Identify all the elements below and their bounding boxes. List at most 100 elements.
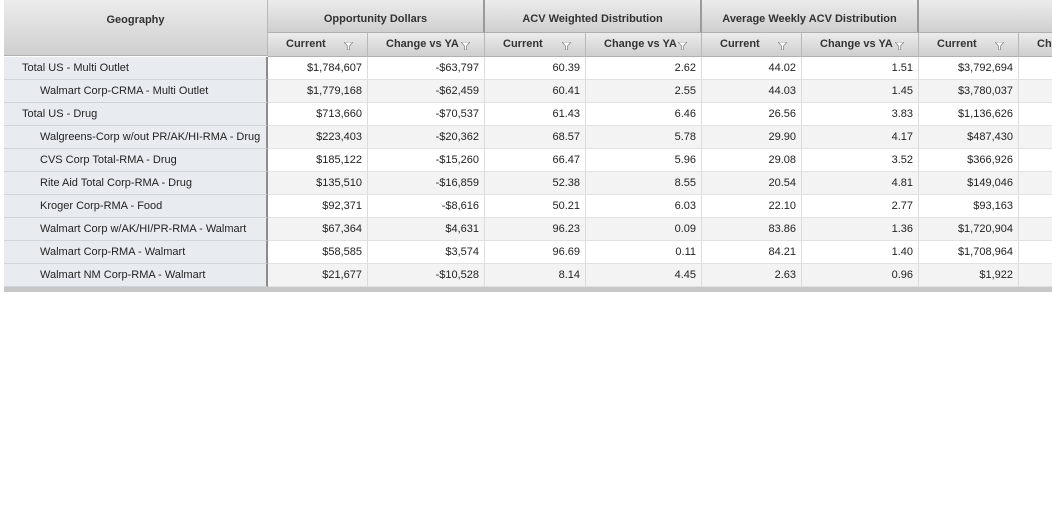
value-cell: 6.03 — [586, 195, 702, 218]
value-cell: 1.40 — [802, 241, 919, 264]
value-cell: 68.57 — [485, 126, 586, 149]
filter-icon[interactable] — [562, 42, 571, 50]
value-cell — [1019, 264, 1052, 287]
filter-icon[interactable] — [461, 42, 470, 50]
value-cell: $1,708,964 — [919, 241, 1019, 264]
group-header — [919, 0, 1052, 33]
column-header[interactable]: Change vs YA — [586, 33, 702, 57]
column-header[interactable]: Current — [268, 33, 368, 57]
value-cell: $1,779,168 — [268, 80, 368, 103]
geography-cell[interactable]: Walmart Corp-CRMA - Multi Outlet — [4, 80, 268, 103]
value-cell: $366,926 — [919, 149, 1019, 172]
data-grid: Geography Opportunity Dollars Current Chang… — [4, 0, 1052, 293]
value-cell: 4.17 — [802, 126, 919, 149]
geography-cell[interactable]: Total US - Multi Outlet — [4, 57, 268, 80]
geography-cell[interactable]: Rite Aid Total Corp-RMA - Drug — [4, 172, 268, 195]
column-header[interactable]: Current — [702, 33, 802, 57]
value-cell: 83.86 — [702, 218, 802, 241]
value-cell: 29.08 — [702, 149, 802, 172]
value-cell: 6.46 — [586, 103, 702, 126]
value-cell: 29.90 — [702, 126, 802, 149]
value-cell: $67,364 — [268, 218, 368, 241]
geography-cell[interactable]: Walmart NM Corp-RMA - Walmart — [4, 264, 268, 287]
value-cell: -$70,537 — [368, 103, 485, 126]
geography-cell[interactable]: Kroger Corp-RMA - Food — [4, 195, 268, 218]
value-cell — [1019, 218, 1052, 241]
value-cell — [1019, 103, 1052, 126]
value-cell: 26.56 — [702, 103, 802, 126]
filter-icon[interactable] — [895, 42, 904, 50]
value-cell: 22.10 — [702, 195, 802, 218]
geography-cell[interactable]: Walmart Corp w/AK/HI/PR-RMA - Walmart — [4, 218, 268, 241]
geography-cell[interactable]: Walgreens-Corp w/out PR/AK/HI-RMA - Drug — [4, 126, 268, 149]
value-cell: 50.21 — [485, 195, 586, 218]
value-cell: $713,660 — [268, 103, 368, 126]
value-cell: -$16,859 — [368, 172, 485, 195]
value-cell: 0.09 — [586, 218, 702, 241]
value-cell: 3.52 — [802, 149, 919, 172]
value-cell: $1,922 — [919, 264, 1019, 287]
value-cell — [1019, 241, 1052, 264]
geography-cell[interactable]: Walmart Corp-RMA - Walmart — [4, 241, 268, 264]
group-header: Opportunity Dollars — [268, 0, 485, 33]
value-cell: 2.77 — [802, 195, 919, 218]
value-cell: $1,136,626 — [919, 103, 1019, 126]
value-cell: -$62,459 — [368, 80, 485, 103]
value-cell: $58,585 — [268, 241, 368, 264]
filter-icon[interactable] — [995, 42, 1004, 50]
column-header[interactable]: Change vs YA — [802, 33, 919, 57]
value-cell: 4.45 — [586, 264, 702, 287]
value-cell: 1.45 — [802, 80, 919, 103]
value-cell: -$8,616 — [368, 195, 485, 218]
column-header[interactable]: Geography — [4, 0, 268, 56]
value-cell: $3,792,694 — [919, 57, 1019, 80]
column-header[interactable]: Current — [919, 33, 1019, 57]
value-cell: $92,371 — [268, 195, 368, 218]
filter-icon[interactable] — [344, 42, 353, 50]
column-title: Current — [286, 38, 326, 50]
value-cell — [1019, 57, 1052, 80]
value-cell: 2.62 — [586, 57, 702, 80]
value-cell: $1,720,904 — [919, 218, 1019, 241]
value-cell — [1019, 149, 1052, 172]
value-cell: 5.96 — [586, 149, 702, 172]
group-header: ACV Weighted Distribution — [485, 0, 702, 33]
group-header: Average Weekly ACV Distribution — [702, 0, 919, 33]
value-cell: $487,430 — [919, 126, 1019, 149]
value-cell: $1,784,607 — [268, 57, 368, 80]
value-cell: 5.78 — [586, 126, 702, 149]
column-title: Change vs YA — [604, 38, 677, 50]
value-cell: 3.83 — [802, 103, 919, 126]
geography-cell[interactable]: CVS Corp Total-RMA - Drug — [4, 149, 268, 172]
value-cell: 66.47 — [485, 149, 586, 172]
value-cell: -$10,528 — [368, 264, 485, 287]
value-cell: $135,510 — [268, 172, 368, 195]
value-cell: 4.81 — [802, 172, 919, 195]
column-title: Current — [503, 38, 543, 50]
value-cell: 2.63 — [702, 264, 802, 287]
value-cell — [1019, 126, 1052, 149]
value-cell: 44.03 — [702, 80, 802, 103]
value-cell: 60.39 — [485, 57, 586, 80]
value-cell: $3,780,037 — [919, 80, 1019, 103]
column-title: Change vs YA — [386, 38, 459, 50]
value-cell: 44.02 — [702, 57, 802, 80]
value-cell: 84.21 — [702, 241, 802, 264]
value-cell — [1019, 195, 1052, 218]
value-cell: $93,163 — [919, 195, 1019, 218]
column-header[interactable]: Change vs YA — [1019, 33, 1052, 57]
geography-cell[interactable]: Total US - Drug — [4, 103, 268, 126]
filter-icon[interactable] — [678, 42, 687, 50]
filter-icon[interactable] — [778, 42, 787, 50]
value-cell: 96.69 — [485, 241, 586, 264]
grid-footer — [4, 287, 1052, 292]
value-cell: $4,631 — [368, 218, 485, 241]
column-header[interactable]: Change vs YA — [368, 33, 485, 57]
value-cell: 52.38 — [485, 172, 586, 195]
column-header[interactable]: Current — [485, 33, 586, 57]
value-cell: 2.55 — [586, 80, 702, 103]
value-cell: $149,046 — [919, 172, 1019, 195]
value-cell: 1.36 — [802, 218, 919, 241]
value-cell: 8.14 — [485, 264, 586, 287]
